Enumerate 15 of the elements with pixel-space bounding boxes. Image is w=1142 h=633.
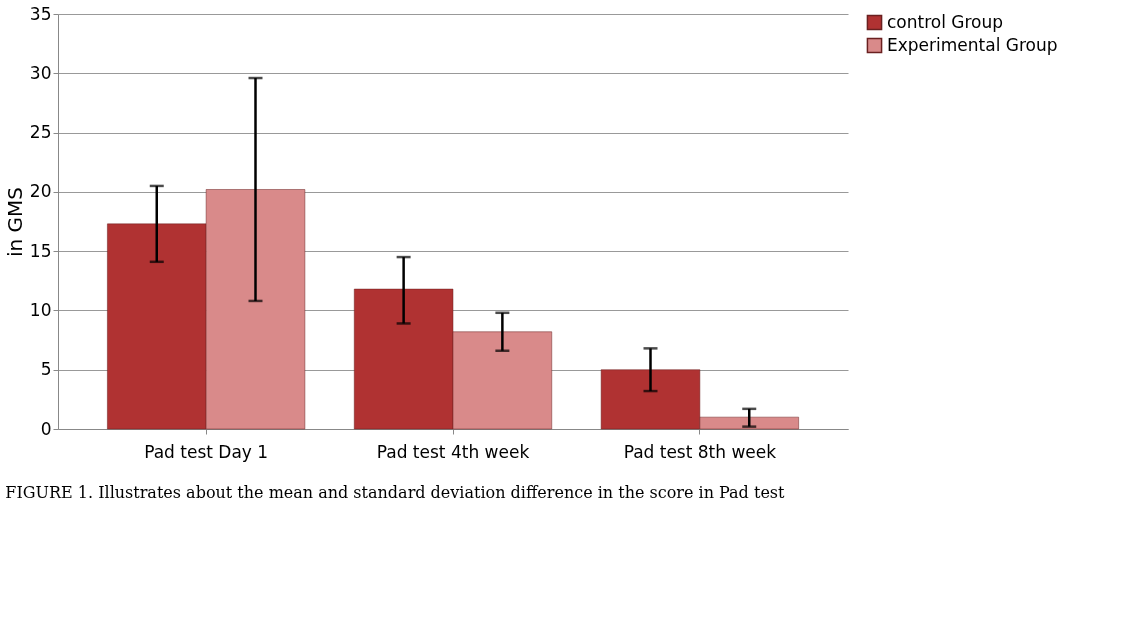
caption: FIGURE 1. Illustrates about the mean and standard deviation difference in the score in Pad test [5, 483, 786, 502]
y-tick-label: 35 [29, 3, 52, 24]
x-tick-label: Pad test 4th week [376, 441, 530, 462]
y-axis-title: in GMS [2, 186, 27, 258]
y-tick-label: 5 [40, 359, 52, 380]
y-tick-label: 20 [29, 181, 52, 202]
x-tick-label: Pad test Day 1 [144, 441, 269, 462]
legend-label: Experimental Group [887, 34, 1058, 55]
legend-label: control Group [887, 11, 1004, 32]
y-tick-label: 30 [29, 62, 52, 83]
y-tick-label: 10 [29, 299, 52, 320]
x-tick-label: Pad test 8th week [623, 441, 777, 462]
y-tick-label: 15 [29, 240, 52, 261]
y-tick-label: 0 [40, 418, 52, 439]
y-tick-label: 25 [29, 122, 52, 143]
